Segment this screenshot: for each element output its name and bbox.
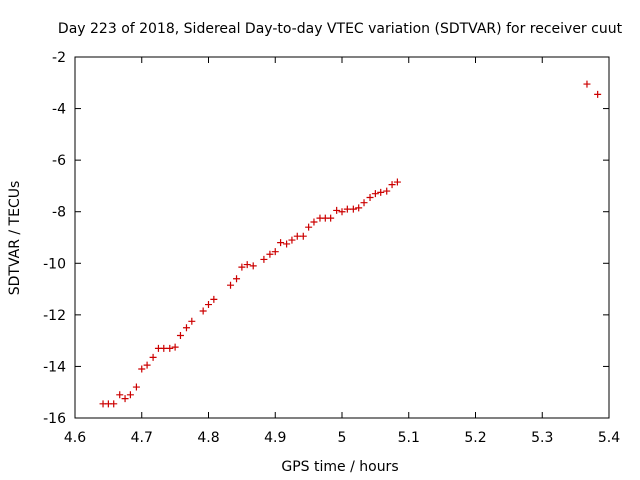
data-point xyxy=(299,232,307,240)
data-point xyxy=(182,324,190,332)
data-point xyxy=(160,344,168,352)
data-series xyxy=(99,80,602,408)
data-point xyxy=(188,317,196,325)
data-point xyxy=(205,301,212,309)
data-point xyxy=(288,236,296,244)
x-tick-label: 5 xyxy=(338,430,347,446)
data-point xyxy=(355,204,363,212)
data-point xyxy=(110,400,118,408)
x-tick-label: 5.4 xyxy=(598,430,620,446)
data-point xyxy=(126,391,134,399)
data-point xyxy=(343,205,351,213)
y-axis-label: SDTVAR / TECUs xyxy=(7,181,23,296)
data-point xyxy=(260,255,268,263)
y-tick-label: -2 xyxy=(52,50,66,66)
data-point xyxy=(277,239,285,247)
data-point xyxy=(310,218,318,226)
y-tick-label: -12 xyxy=(43,308,66,324)
x-axis-label: GPS time / hours xyxy=(281,459,398,475)
x-tick-label: 4.8 xyxy=(197,430,219,446)
data-point xyxy=(266,250,274,258)
data-point xyxy=(360,199,368,207)
data-point xyxy=(366,194,374,202)
data-point xyxy=(171,343,179,351)
data-point xyxy=(149,353,157,361)
x-tick-label: 4.6 xyxy=(64,430,86,446)
data-point xyxy=(143,361,151,369)
data-point xyxy=(393,178,401,186)
data-point xyxy=(138,365,146,373)
x-tick-label: 5.1 xyxy=(398,430,420,446)
y-tick-label: -6 xyxy=(52,153,66,169)
data-point xyxy=(116,391,124,399)
data-point xyxy=(121,395,129,403)
data-point xyxy=(227,281,235,289)
y-tick-label: -4 xyxy=(52,102,66,118)
x-tick-label: 5.2 xyxy=(464,430,486,446)
x-axis: 4.6 4.7 4.8 4.9 5 5.1 5.2 5.3 5.4 xyxy=(64,57,620,446)
y-tick-label: -16 xyxy=(43,411,66,427)
data-point xyxy=(249,262,257,270)
data-point xyxy=(371,190,379,198)
data-point xyxy=(305,223,313,231)
data-point xyxy=(283,240,291,248)
y-tick-label: -8 xyxy=(52,205,66,221)
plot-frame xyxy=(74,56,610,419)
x-tick-label: 4.7 xyxy=(131,430,153,446)
data-point xyxy=(594,90,602,98)
data-point xyxy=(388,181,396,189)
data-point xyxy=(338,208,346,216)
x-tick-label: 5.3 xyxy=(531,430,553,446)
chart-title: Day 223 of 2018, Sidereal Day-to-day VTE… xyxy=(58,21,623,37)
y-tick-label: -10 xyxy=(43,256,66,272)
data-point xyxy=(377,188,385,196)
data-point xyxy=(327,214,335,222)
data-point xyxy=(583,80,591,88)
x-tick-label: 4.9 xyxy=(264,430,286,446)
data-point xyxy=(349,205,357,213)
data-point xyxy=(210,295,218,303)
data-point xyxy=(199,307,207,315)
data-point xyxy=(132,383,140,391)
data-point xyxy=(271,248,279,256)
data-point xyxy=(233,275,241,283)
data-point xyxy=(333,206,341,214)
y-tick-label: -14 xyxy=(43,359,66,375)
y-axis: -16 -14 -12 -10 -8 -6 -4 -2 xyxy=(43,50,609,427)
data-point xyxy=(238,263,246,271)
data-point xyxy=(166,344,174,352)
data-point xyxy=(383,187,391,195)
data-point xyxy=(176,331,184,339)
data-point xyxy=(243,261,251,269)
data-point xyxy=(293,232,301,240)
